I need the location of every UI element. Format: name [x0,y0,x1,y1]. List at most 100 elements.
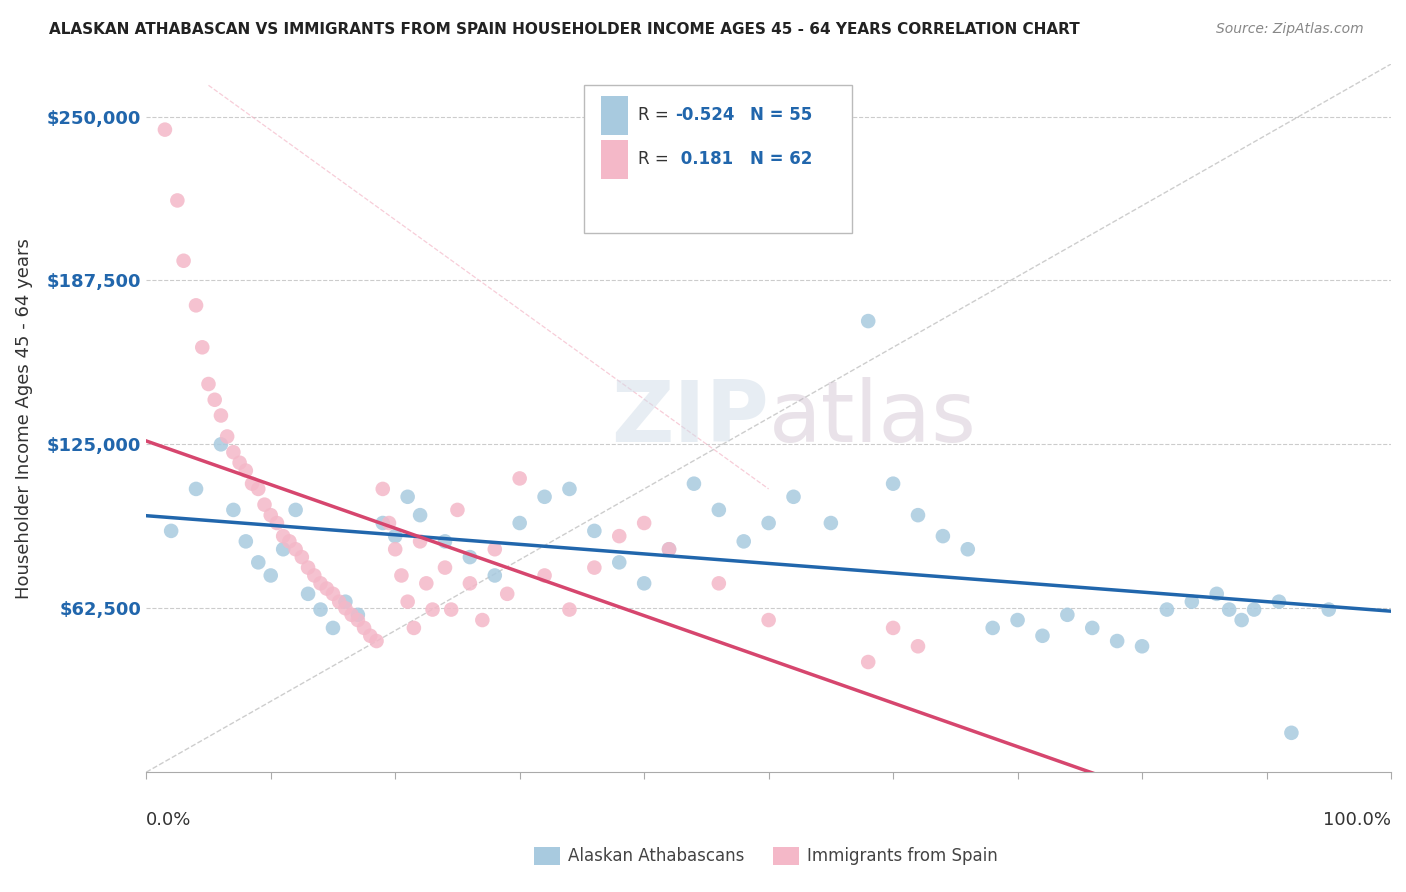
Point [607,555,630,569]
Point [1317,602,1340,616]
Point [253,498,276,512]
Point [228,456,250,470]
Text: 0.181: 0.181 [675,150,734,169]
Point [458,550,481,565]
Point [633,576,655,591]
Point [284,542,307,557]
Bar [600,96,628,135]
Point [235,534,257,549]
Point [471,613,494,627]
Text: ALASKAN ATHABASCAN VS IMMIGRANTS FROM SPAIN HOUSEHOLDER INCOME AGES 45 - 64 YEAR: ALASKAN ATHABASCAN VS IMMIGRANTS FROM SP… [49,22,1080,37]
Point [166,194,188,208]
Point [371,516,394,530]
Point [981,621,1004,635]
Point [1107,634,1129,648]
Point [160,524,183,538]
Point [309,576,332,591]
Point [758,613,780,627]
Text: N = 62: N = 62 [749,150,813,169]
Point [683,476,706,491]
Point [402,621,425,635]
Point [422,602,444,616]
Point [260,568,283,582]
Text: -0.524: -0.524 [675,106,735,124]
Point [271,529,294,543]
Point [509,471,531,485]
FancyBboxPatch shape [585,86,852,234]
Point [235,464,257,478]
Point [217,429,239,443]
Point [396,595,419,609]
Point [433,534,456,549]
Point [284,503,307,517]
Point [191,340,214,354]
Point [240,476,263,491]
Point [856,655,880,669]
Point [1081,621,1104,635]
Point [247,555,270,569]
Point [907,508,929,523]
Y-axis label: Householder Income Ages 45 - 64 years: Householder Income Ages 45 - 64 years [15,237,32,599]
Point [956,542,979,557]
Text: ZIP: ZIP [610,376,769,459]
Point [932,529,955,543]
Point [347,613,370,627]
Point [733,534,755,549]
Point [558,482,581,496]
Text: N = 55: N = 55 [749,106,813,124]
Point [1130,640,1153,654]
Point [484,542,506,557]
Point [1007,613,1029,627]
Point [322,621,344,635]
Text: Source: ZipAtlas.com: Source: ZipAtlas.com [1216,22,1364,37]
Point [440,602,463,616]
Text: Immigrants from Spain: Immigrants from Spain [807,847,998,865]
Point [378,516,401,530]
Point [1281,726,1303,740]
Text: R =: R = [638,150,673,169]
Text: atlas: atlas [769,376,977,459]
Point [309,602,332,616]
Point [882,476,904,491]
Point [758,516,780,530]
Bar [600,140,628,178]
Point [782,490,804,504]
Point [391,568,413,582]
Point [271,542,294,557]
Point [340,607,363,622]
Point [658,542,681,557]
Point [222,503,245,517]
Point [707,576,730,591]
Point [173,253,195,268]
Point [856,314,880,328]
Point [509,516,531,530]
Point [484,568,506,582]
Point [1230,613,1253,627]
Point [322,587,344,601]
Point [409,508,432,523]
Point [222,445,245,459]
Point [153,122,176,136]
Point [315,582,337,596]
Point [353,621,375,635]
Point [415,576,437,591]
Point [533,568,555,582]
Point [247,482,270,496]
Point [278,534,301,549]
Point [335,601,357,615]
Point [558,602,581,616]
Point [335,595,357,609]
Point [184,482,207,496]
Point [433,560,456,574]
Point [583,560,606,574]
Point [384,542,406,557]
Point [658,542,681,557]
Point [820,516,842,530]
Point [371,482,394,496]
Point [882,621,904,635]
Point [347,607,370,622]
Point [297,560,319,574]
Point [328,595,350,609]
Point [1243,602,1265,616]
Text: 0.0%: 0.0% [146,811,191,829]
